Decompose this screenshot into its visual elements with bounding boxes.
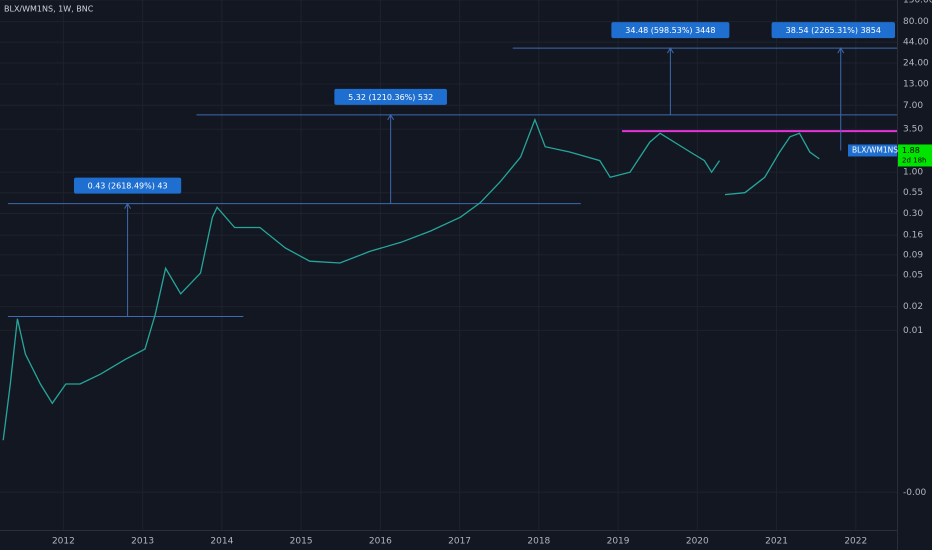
measure-label: 38.54 (2265.31%) 3854	[786, 26, 881, 35]
x-tick-label: 2013	[131, 537, 154, 547]
y-tick-label: 0.55	[903, 188, 923, 198]
x-tick-label: 2019	[607, 537, 630, 547]
y-tick-label: 1.00	[903, 168, 923, 178]
symbol-label: BLX/WM1NS	[852, 145, 898, 154]
measure-label: 5.32 (1210.36%) 532	[348, 93, 433, 102]
grid	[0, 0, 897, 530]
y-tick-label: 13.00	[903, 80, 929, 90]
measure-label: 0.43 (2618.49%) 43	[88, 182, 168, 191]
y-tick-label: 24.00	[903, 58, 929, 68]
x-tick-label: 2012	[52, 537, 75, 547]
y-tick-label: 0.16	[903, 231, 923, 241]
x-tick-label: 2015	[290, 537, 313, 547]
price-line	[2, 117, 820, 441]
measure-label-box	[334, 88, 447, 105]
y-tick-label: -0.00	[903, 488, 927, 498]
y-tick-label: 0.09	[903, 250, 923, 260]
arrow-head	[124, 202, 132, 209]
last-price-box	[898, 144, 932, 167]
measure-label-box	[73, 177, 182, 194]
x-tick-label: 2020	[686, 537, 709, 547]
y-tick-label: 0.05	[903, 271, 923, 281]
y-tick-label: 3.50	[903, 125, 923, 135]
arrow-head	[387, 113, 395, 121]
measure-label: 34.48 (598.53%) 3448	[625, 26, 715, 35]
x-tick-label: 2017	[448, 537, 471, 547]
y-tick-label: 80.00	[903, 17, 929, 27]
y-tick-label: 0.30	[903, 209, 923, 219]
x-tick-label: 2016	[369, 537, 392, 547]
arrow-head	[666, 47, 674, 54]
symbol-label-box	[848, 144, 897, 157]
y-tick-label: 7.00	[903, 101, 923, 111]
y-tick-label: 150.00	[903, 0, 932, 6]
x-tick-label: 2018	[527, 537, 550, 547]
measure-label-box	[771, 22, 895, 39]
x-tick-label: 2021	[765, 537, 788, 547]
last-price-label: 1.88	[902, 146, 920, 155]
y-tick-label: 0.02	[903, 302, 923, 312]
plot: 0.43 (2618.49%) 43 5.32 (1210.36%) 532 34.…	[2, 22, 897, 441]
countdown-label: 2d 18h	[902, 156, 926, 164]
chart-title: BLX/WM1NS, 1W, BNC	[4, 5, 94, 14]
x-tick-label: 2014	[210, 537, 233, 547]
x-tick-label: 2022	[844, 537, 867, 547]
arrow-head	[837, 47, 845, 54]
y-tick-label: 44.00	[903, 38, 929, 48]
measure-label-box	[611, 22, 730, 39]
y-tick-label: 0.01	[903, 326, 923, 336]
